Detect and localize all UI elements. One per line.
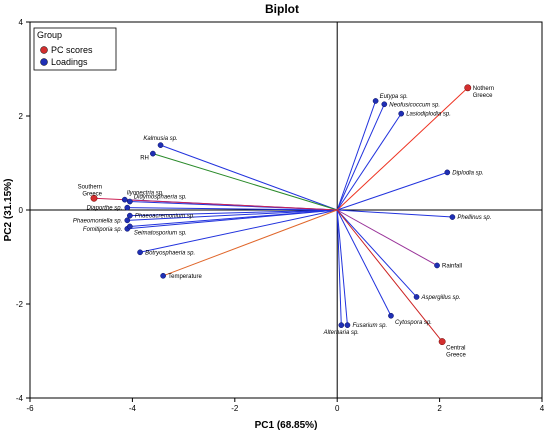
loading-vector-alternaria-sp bbox=[336, 209, 342, 326]
loading-label-temperature: Temperature bbox=[168, 274, 202, 280]
loading-vector-rh bbox=[152, 153, 338, 211]
chart-title: Biplot bbox=[265, 2, 299, 16]
pc-score-vector-nothern-greece bbox=[336, 87, 469, 211]
loading-label-lasiodiplodia-sp: Lasiodiplodia sp. bbox=[406, 112, 451, 118]
loading-point-temperature bbox=[160, 272, 166, 279]
loading-vector-botryosphaeria-sp bbox=[139, 209, 338, 253]
legend: Group PC scores Loadings bbox=[33, 27, 117, 71]
pc-score-label-nothern-greece: Nothern Greece bbox=[473, 86, 494, 99]
pc-score-vector-central-greece bbox=[336, 209, 443, 342]
loading-vector-phellinus-sp bbox=[337, 209, 453, 218]
loading-label-eutypa-sp: Eutypa sp. bbox=[380, 94, 408, 100]
loading-vector-lasiodiplodia-sp bbox=[336, 113, 402, 211]
loading-label-botryosphaeria-sp: Botryosphaeria sp. bbox=[145, 250, 195, 256]
loading-label-rh: RH bbox=[140, 156, 149, 162]
x-tick-label: -4 bbox=[129, 404, 137, 413]
legend-title: Group bbox=[37, 30, 62, 40]
loading-label-diplodia-sp: Diplodia sp. bbox=[452, 170, 483, 176]
loading-point-diplodia-sp bbox=[444, 169, 451, 176]
loading-point-seimatosporium-sp bbox=[126, 223, 133, 230]
loading-point-alternaria-sp bbox=[338, 322, 345, 328]
legend-pc-scores-marker bbox=[40, 46, 48, 54]
legend-box bbox=[33, 27, 117, 71]
loading-vector-eutypa-sp bbox=[336, 100, 377, 211]
loading-point-phaeoacremonium-sp bbox=[126, 212, 133, 219]
loading-point-eutypa-sp bbox=[372, 98, 379, 104]
pc-score-point-central-greece bbox=[438, 338, 446, 346]
loading-label-rainfall: Rainfall bbox=[442, 263, 462, 269]
loading-label-kalmusia-sp: Kalmusia sp. bbox=[143, 136, 177, 142]
loading-vector-temperature bbox=[162, 209, 338, 277]
loading-label-alternaria-sp: Alternaria sp. bbox=[323, 330, 359, 336]
loading-label-seimatosporium-sp: Seimatosporium sp. bbox=[134, 230, 187, 236]
x-tick-label: 2 bbox=[437, 404, 442, 413]
loading-label-fusarium-sp: Fusarium sp. bbox=[352, 323, 387, 329]
legend-loadings-label: Loadings bbox=[51, 57, 88, 67]
loading-vector-cytospora-sp bbox=[336, 209, 392, 316]
loading-label-phaeomoniella-sp: Phaeomoniella sp. bbox=[73, 218, 122, 224]
loading-point-ilyonectria-sp bbox=[121, 196, 128, 203]
point-labels: Eutypa sp. Neofusicoccum sp. Lasiodiplodia… bbox=[73, 86, 494, 359]
pc-score-point-southern-greece bbox=[90, 194, 98, 202]
loading-point-didymosphaeria-sp bbox=[126, 198, 133, 205]
loading-vector-diplodia-sp bbox=[337, 171, 448, 211]
x-tick-label: -2 bbox=[231, 404, 239, 413]
y-tick-label: 4 bbox=[19, 18, 24, 27]
pc-score-vector-southern-greece bbox=[93, 197, 338, 211]
x-tick-label: -6 bbox=[26, 404, 34, 413]
loading-point-cytospora-sp bbox=[388, 312, 394, 319]
loading-vector-diaporthe-sp bbox=[127, 207, 338, 211]
loading-label-didymosphaeria-sp: Didymosphaeria sp. bbox=[134, 195, 187, 201]
y-tick-label: 0 bbox=[19, 206, 24, 215]
loading-vector-phaeomoniella-sp bbox=[127, 209, 338, 221]
x-tick-label: 0 bbox=[335, 404, 340, 413]
loading-point-neofusicoccum-sp bbox=[381, 101, 388, 108]
loading-point-rainfall bbox=[434, 262, 440, 269]
y-tick-label: -2 bbox=[16, 300, 24, 309]
loading-vector-fusarium-sp bbox=[336, 209, 348, 326]
loading-point-aspergillus-sp bbox=[413, 294, 420, 300]
loading-label-ilyonectria-sp: Ilyonectria sp. bbox=[127, 191, 164, 197]
y-tick-label: 2 bbox=[19, 112, 24, 121]
loading-label-phaeoacremonium-sp: Phaeoacremonium sp. bbox=[135, 214, 195, 220]
loading-point-botryosphaeria-sp bbox=[137, 249, 143, 256]
loading-point-fusarium-sp bbox=[344, 322, 351, 328]
x-tick-label: 4 bbox=[540, 404, 545, 413]
loading-vector-neofusicoccum-sp bbox=[336, 104, 385, 211]
loading-label-diaporthe-sp: Diaporthe sp. bbox=[87, 206, 123, 212]
loading-vector-aspergillus-sp bbox=[336, 209, 417, 298]
loading-vector-rainfall bbox=[336, 209, 438, 266]
pc-score-label-central-greece: Central Greece bbox=[446, 346, 466, 359]
loading-label-cytospora-sp: Cytospora sp. bbox=[395, 320, 432, 326]
loading-label-fomitiporia-sp: Fomitiporia sp. bbox=[83, 227, 122, 233]
loading-label-phellinus-sp: Phellinus sp. bbox=[457, 215, 491, 221]
loading-point-diaporthe-sp bbox=[124, 204, 131, 211]
loading-label-neofusicoccum-sp: Neofusicoccum sp. bbox=[389, 102, 440, 108]
loading-vector-seimatosporium-sp bbox=[129, 209, 338, 227]
loading-point-phaeomoniella-sp bbox=[124, 217, 131, 224]
loading-point-kalmusia-sp bbox=[157, 142, 164, 148]
loading-point-rh bbox=[150, 150, 156, 157]
loading-vector-kalmusia-sp bbox=[160, 144, 338, 211]
pc-score-point-nothern-greece bbox=[464, 84, 472, 92]
legend-pc-scores-label: PC scores bbox=[51, 45, 93, 55]
loading-vector-phaeoacremonium-sp bbox=[129, 209, 338, 217]
y-axis-label: PC2 (31.15%) bbox=[3, 179, 14, 242]
y-tick-label: -4 bbox=[16, 394, 24, 403]
x-axis-label: PC1 (68.85%) bbox=[255, 420, 318, 431]
loading-point-phellinus-sp bbox=[449, 214, 456, 220]
loading-point-lasiodiplodia-sp bbox=[398, 110, 405, 117]
pc-score-label-southern-greece: Southern Greece bbox=[78, 184, 103, 197]
biplot-points bbox=[90, 84, 472, 346]
loading-label-aspergillus-sp: Aspergillus sp. bbox=[421, 295, 461, 301]
biplot-vectors bbox=[93, 87, 469, 342]
legend-loadings-marker bbox=[40, 58, 48, 66]
